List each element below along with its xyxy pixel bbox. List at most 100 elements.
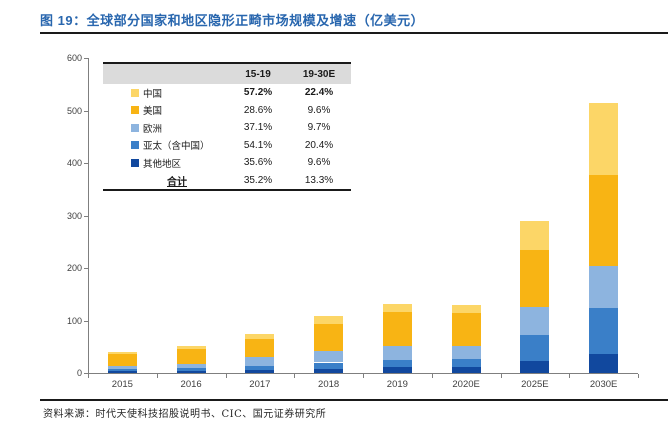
- y-axis-tick-label: 300: [66, 210, 82, 221]
- legend-value-period1: 28.6%: [243, 104, 273, 116]
- legend-row: 欧洲 37.1% 9.7%: [103, 119, 351, 137]
- bar-segment-亚太（含中国）: [451, 359, 481, 367]
- x-tick: [294, 374, 296, 378]
- bar-segment-其他地区: [589, 354, 619, 373]
- stacked-bar-2016: [176, 58, 206, 373]
- legend-value-period1: 57.2%: [243, 87, 273, 99]
- legend-row-label: 其他地区: [103, 156, 229, 170]
- y-tick: [84, 58, 88, 59]
- source-divider: [40, 399, 668, 401]
- x-axis-line: [88, 373, 638, 374]
- bar-segment-中国: [382, 304, 412, 313]
- legend-header-period1: 15-19: [245, 68, 271, 80]
- x-axis-tick-label: 2019: [386, 379, 408, 390]
- x-tick: [88, 374, 89, 378]
- bar-segment-其他地区: [451, 366, 481, 373]
- legend-swatch: [131, 158, 139, 167]
- bar-segment-亚太（含中国）: [382, 360, 412, 368]
- y-axis-tick-label: 100: [66, 315, 82, 326]
- stacked-bar-2019: [382, 58, 412, 373]
- x-axis-tick-label: 2030E: [589, 379, 618, 390]
- y-tick: [84, 373, 88, 374]
- legend-table: 15-19 19-30E 中国 57.2% 22.4% 美国 28.6% 9.6% 欧洲 37…: [103, 62, 351, 191]
- bar-segment-欧洲: [314, 351, 344, 363]
- bar-segment-中国: [520, 221, 550, 251]
- bar-segment-美国: [176, 348, 206, 365]
- bar-segment-欧洲: [107, 366, 137, 370]
- bar-segment-其他地区: [382, 367, 412, 373]
- x-axis-tick-label: 2016: [180, 379, 202, 390]
- bar-segment-美国: [451, 313, 481, 347]
- y-tick: [84, 110, 88, 112]
- legend-value-period2: 13.3%: [304, 174, 334, 186]
- y-tick: [84, 268, 88, 269]
- legend-row: 合计 35.2% 13.3%: [103, 171, 351, 189]
- y-axis-tick-label: 400: [66, 158, 82, 168]
- x-axis-tick-label: 2020E: [452, 379, 480, 390]
- x-tick: [500, 374, 502, 378]
- x-axis-tick-label: 2015: [111, 379, 133, 390]
- legend-label-text: 欧洲: [143, 123, 163, 135]
- bar-segment-其他地区: [176, 370, 206, 373]
- bar-segment-欧洲: [245, 356, 275, 367]
- legend-value-period2: 22.4%: [304, 87, 334, 99]
- x-tick: [431, 374, 433, 378]
- bar-segment-美国: [520, 250, 550, 308]
- bar-segment-美国: [382, 312, 412, 347]
- legend-swatch: [131, 141, 139, 150]
- legend-row-label: 亚太（含中国）: [103, 138, 229, 152]
- legend-swatch: [131, 106, 139, 115]
- bar-segment-其他地区: [245, 370, 275, 373]
- legend-swatch: [131, 123, 139, 132]
- legend-table-header: 15-19 19-30E: [103, 64, 351, 84]
- legend-label-text: 美国: [143, 106, 163, 118]
- y-tick: [84, 320, 88, 322]
- legend-value-period2: 9.7%: [307, 122, 331, 134]
- y-axis-tick-label: 500: [66, 105, 82, 116]
- x-tick: [156, 374, 158, 378]
- stacked-bar-2017: [245, 58, 275, 373]
- legend-label-text: 中国: [143, 88, 163, 100]
- bar-segment-中国: [314, 316, 344, 325]
- bar-segment-亚太（含中国）: [245, 366, 275, 371]
- bar-segment-中国: [176, 345, 206, 349]
- bar-segment-美国: [589, 175, 619, 266]
- legend-row: 亚太（含中国） 54.1% 20.4%: [103, 136, 351, 154]
- stacked-bar-2025E: [520, 58, 550, 373]
- bar-segment-亚太（含中国）: [176, 368, 206, 371]
- y-axis-tick-label: 0: [76, 368, 82, 378]
- legend-row: 其他地区 35.6% 9.6%: [103, 154, 351, 172]
- legend-label-text: 合计: [167, 176, 187, 188]
- bar-segment-欧洲: [451, 346, 481, 360]
- legend-row-label: 美国: [103, 103, 229, 117]
- legend-row: 美国 28.6% 9.6%: [103, 101, 351, 119]
- source-note: 资料来源：时代天使科技招股说明书、CIC、国元证券研究所: [43, 409, 327, 420]
- bar-segment-其他地区: [107, 371, 137, 373]
- bar-segment-美国: [245, 339, 275, 357]
- legend-swatch: [131, 88, 139, 97]
- bar-segment-欧洲: [176, 364, 206, 369]
- bar-segment-亚太（含中国）: [107, 369, 137, 372]
- legend-value-period1: 54.1%: [243, 139, 273, 151]
- title-divider: [40, 32, 668, 34]
- x-tick: [225, 374, 227, 378]
- legend-value-period2: 9.6%: [307, 104, 331, 116]
- legend-row-label: 中国: [103, 86, 229, 100]
- x-tick: [363, 374, 364, 378]
- x-axis-tick-label: 2025E: [521, 379, 549, 390]
- legend-header-period2: 19-30E: [302, 68, 336, 80]
- y-axis-tick-label: 600: [66, 53, 82, 63]
- legend-row-label: 欧洲: [103, 121, 229, 135]
- figure-title: 图 19：全球部分国家和地区隐形正畸市场规模及增速（亿美元）: [40, 13, 425, 28]
- stacked-bar-2020E: [451, 58, 481, 373]
- bar-segment-美国: [314, 324, 344, 352]
- bar-segment-亚太（含中国）: [314, 362, 344, 370]
- stacked-bar-2018: [314, 58, 344, 373]
- y-axis-line: [88, 58, 89, 373]
- legend-label-text: 其他地区: [143, 158, 182, 170]
- bar-segment-欧洲: [520, 307, 550, 335]
- bar-segment-中国: [451, 304, 481, 314]
- y-tick: [84, 215, 88, 217]
- bar-segment-美国: [107, 353, 137, 367]
